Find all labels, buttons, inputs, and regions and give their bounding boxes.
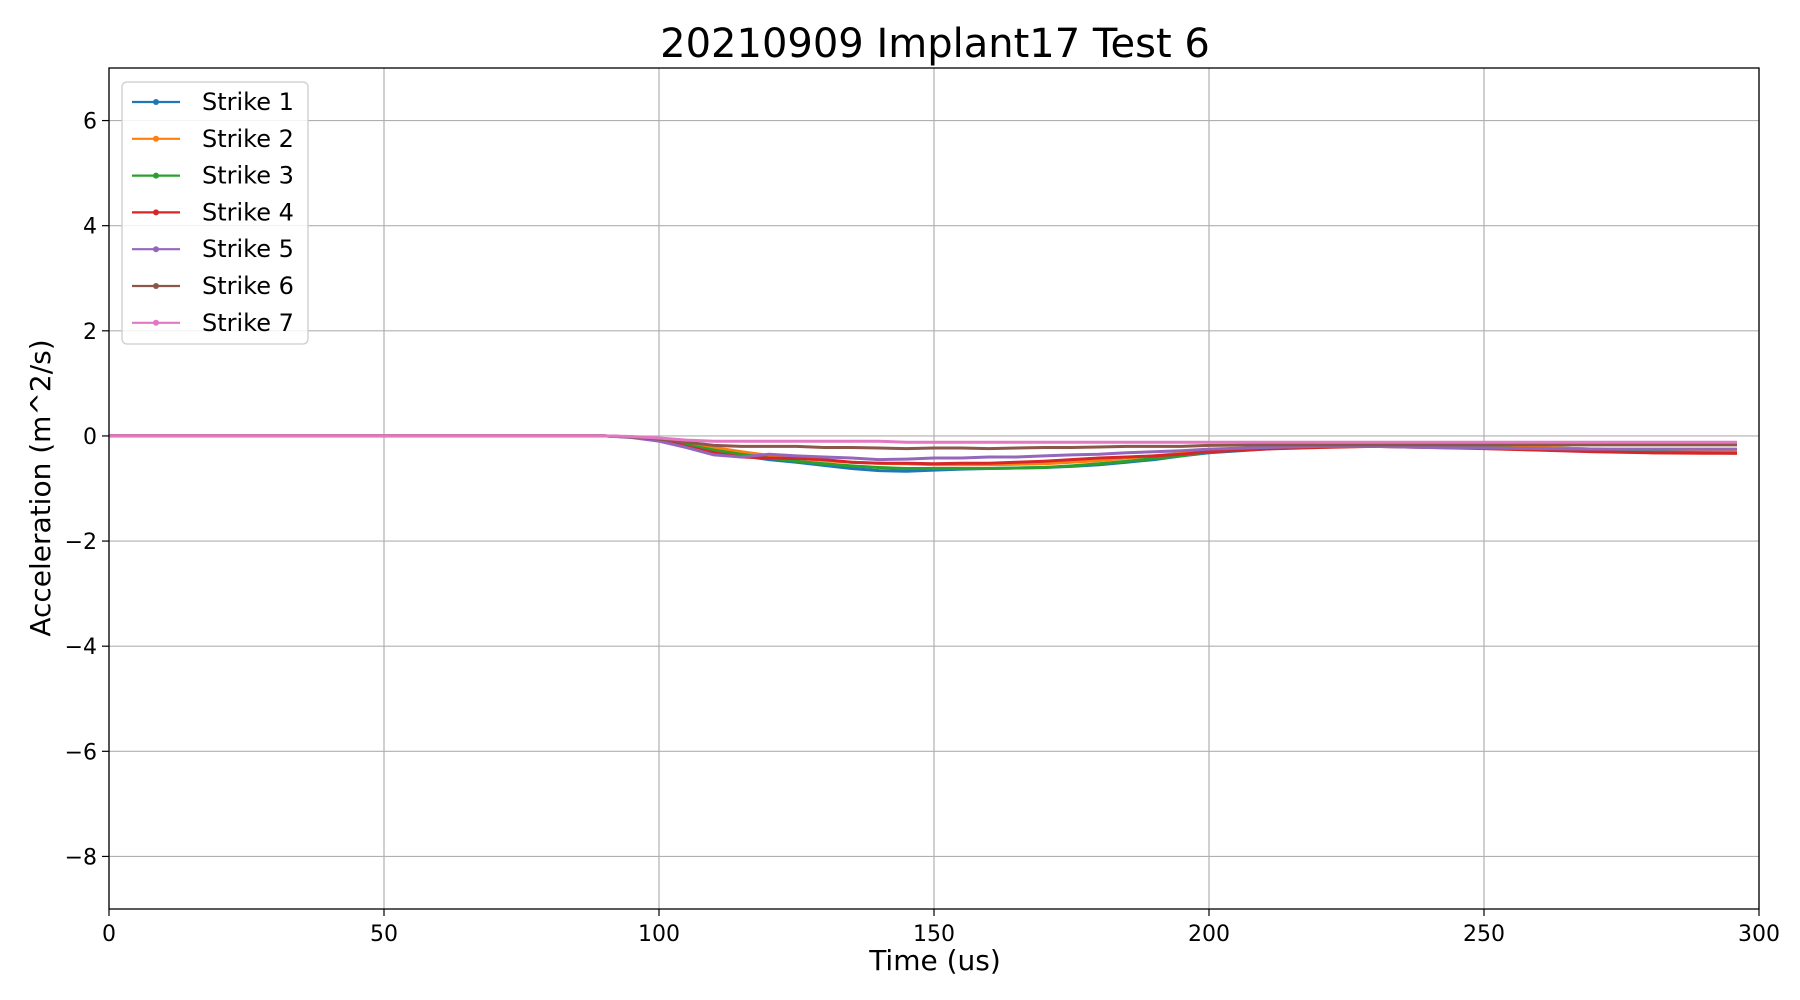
grid-lines [108,68,1760,909]
legend-label: Strike 2 [202,125,294,153]
y-tick-label: −6 [65,740,97,765]
y-tick-label: 4 [83,215,97,240]
legend-label: Strike 1 [202,88,294,116]
x-tick-label: 50 [370,922,398,947]
series-line-strike-2 [109,434,1737,467]
y-tick-label: 0 [83,425,97,450]
legend-label: Strike 3 [202,162,294,190]
y-tick-label: 2 [83,320,97,345]
series-line-strike-7 [109,434,1737,444]
legend-entry: Strike 1 [132,88,294,116]
y-tick-label: −2 [65,530,97,555]
legend-entry: Strike 5 [132,235,294,263]
legend-entry: Strike 4 [132,198,294,226]
legend-entry: Strike 7 [132,309,294,337]
legend-marker [153,172,159,179]
series-line-strike-6 [109,434,1737,451]
legend-entry: Strike 2 [132,125,294,153]
legend-entry: Strike 6 [132,272,294,300]
legend-label: Strike 6 [202,272,294,300]
y-axis-label: Acceleration (m^2/s) [24,339,57,636]
series-line-strike-5 [109,434,1737,462]
legend-label: Strike 4 [202,198,294,226]
x-tick-label: 250 [1463,922,1505,947]
legend-marker [153,209,159,216]
x-tick-label: 0 [102,922,116,947]
x-tick-label: 300 [1738,922,1780,947]
x-tick-label: 150 [913,922,955,947]
x-tick-label: 100 [638,922,680,947]
x-axis-label: Time (us) [868,944,1001,977]
legend-marker [153,99,159,105]
legend-label: Strike 7 [202,309,294,337]
chart-title: 20210909 Implant17 Test 6 [660,21,1210,67]
y-tick-label: −8 [65,845,97,870]
legend-marker [153,319,159,326]
legend-marker [153,246,159,253]
x-tick-label: 200 [1188,922,1230,947]
legend-entry: Strike 3 [132,162,294,190]
series-layer [109,434,1738,473]
legend-box [121,81,309,345]
y-tick-label: 6 [83,110,97,135]
axis-ticks: 0 50 100 150 200 250 300 −8 −6 −4 −2 0 2 4 6 [65,110,1780,947]
legend-marker [153,135,159,142]
legend-label: Strike 5 [202,235,294,263]
y-tick-label: −4 [65,635,97,660]
legend: Strike 1 Strike 2 Strike 3 Strike 4 Strike 5… [121,81,309,345]
legend-marker [153,283,159,289]
